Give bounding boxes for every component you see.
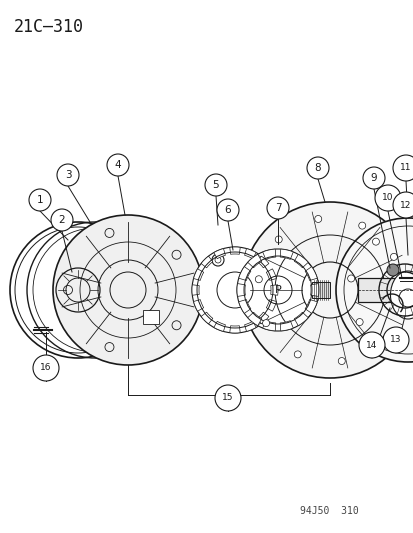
Circle shape [266,197,288,219]
Circle shape [374,185,400,211]
FancyBboxPatch shape [357,278,413,302]
Circle shape [372,238,379,245]
Circle shape [29,189,51,211]
Text: P: P [274,285,281,295]
Wedge shape [229,326,240,333]
Circle shape [53,215,202,365]
Wedge shape [256,312,268,324]
Wedge shape [256,256,268,268]
Wedge shape [238,266,250,280]
Wedge shape [280,249,292,260]
Text: 11: 11 [399,164,411,173]
Wedge shape [262,249,275,260]
Wedge shape [193,269,203,280]
Text: 7: 7 [274,203,280,213]
Wedge shape [294,254,308,268]
Circle shape [314,215,321,222]
Wedge shape [304,266,316,280]
FancyBboxPatch shape [311,282,329,298]
Wedge shape [266,300,276,311]
Wedge shape [236,284,245,296]
Circle shape [382,327,408,353]
Wedge shape [201,256,212,268]
Text: 8: 8 [314,163,320,173]
Wedge shape [262,321,275,331]
Wedge shape [213,248,225,259]
Circle shape [262,320,269,327]
Circle shape [214,385,240,411]
Text: 2: 2 [59,215,65,225]
Wedge shape [238,300,250,313]
Text: 10: 10 [381,193,393,203]
Wedge shape [192,285,199,295]
Circle shape [306,157,328,179]
Circle shape [392,192,413,218]
Wedge shape [247,312,261,326]
Wedge shape [201,312,212,324]
Text: 14: 14 [366,341,377,350]
Circle shape [377,337,384,344]
Circle shape [275,236,282,243]
Text: 21C–310: 21C–310 [14,18,84,36]
Wedge shape [280,321,292,331]
Text: 1: 1 [37,195,43,205]
Wedge shape [294,312,308,326]
Text: 16: 16 [40,364,52,373]
Circle shape [358,222,365,229]
Wedge shape [304,300,316,313]
Circle shape [335,218,413,362]
Circle shape [362,167,384,189]
Wedge shape [270,285,277,295]
Wedge shape [229,247,240,254]
Circle shape [294,351,301,358]
Text: 9: 9 [370,173,376,183]
FancyBboxPatch shape [142,310,159,324]
Circle shape [255,276,262,282]
Circle shape [389,253,396,260]
Circle shape [204,174,226,196]
Circle shape [192,247,277,333]
Text: 5: 5 [212,180,219,190]
Circle shape [236,249,318,331]
Circle shape [347,275,354,282]
Text: 94J50  310: 94J50 310 [299,506,358,516]
Ellipse shape [389,271,413,319]
Wedge shape [266,269,276,280]
Circle shape [358,332,384,358]
Wedge shape [244,248,256,259]
Text: 6: 6 [224,205,231,215]
Circle shape [355,319,362,326]
Text: 12: 12 [399,200,411,209]
Circle shape [397,297,404,304]
Text: 3: 3 [64,170,71,180]
Circle shape [33,355,59,381]
Wedge shape [310,284,318,296]
Circle shape [107,154,129,176]
Wedge shape [244,321,256,332]
Wedge shape [213,321,225,332]
Text: 13: 13 [389,335,401,344]
Text: 15: 15 [222,393,233,402]
Circle shape [242,202,413,378]
Circle shape [51,209,73,231]
Circle shape [216,199,238,221]
Wedge shape [247,254,261,268]
Circle shape [337,358,344,365]
Text: 4: 4 [114,160,121,170]
Circle shape [386,264,398,276]
Circle shape [57,164,79,186]
Circle shape [392,155,413,181]
Circle shape [392,343,399,350]
Wedge shape [193,300,203,311]
